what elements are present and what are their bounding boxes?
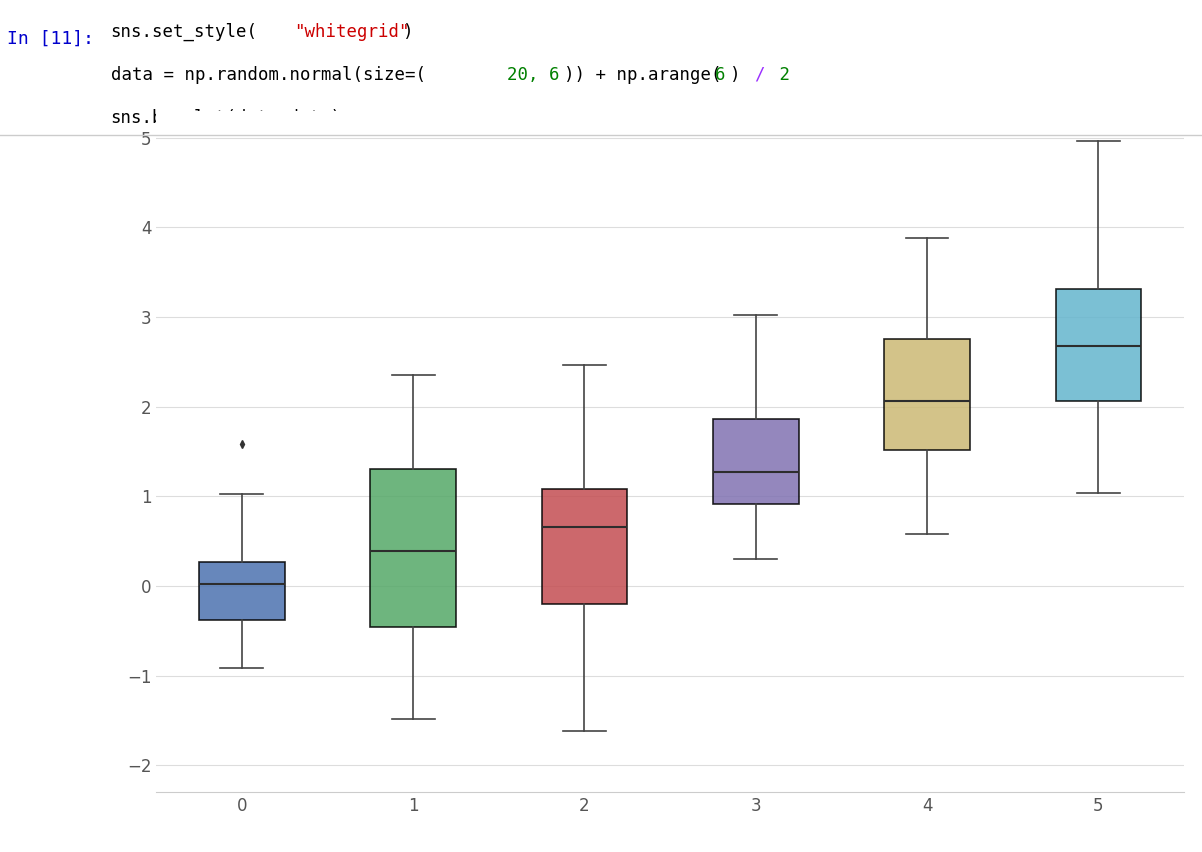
PathPatch shape — [885, 339, 970, 450]
Text: ): ) — [403, 23, 413, 41]
PathPatch shape — [1055, 290, 1141, 400]
PathPatch shape — [370, 469, 456, 627]
Text: ): ) — [730, 66, 750, 84]
Text: sns.boxplot(data=data);: sns.boxplot(data=data); — [111, 109, 352, 127]
PathPatch shape — [713, 419, 798, 504]
Text: data = np.random.normal(size=(: data = np.random.normal(size=( — [111, 66, 426, 84]
Text: "whitegrid": "whitegrid" — [294, 23, 410, 41]
Text: 20, 6: 20, 6 — [507, 66, 560, 84]
Text: /: / — [754, 66, 764, 84]
Text: In [11]:: In [11]: — [7, 30, 94, 48]
PathPatch shape — [542, 489, 627, 603]
Text: 2: 2 — [769, 66, 790, 84]
Text: 6: 6 — [715, 66, 726, 84]
Text: )) + np.arange(: )) + np.arange( — [564, 66, 721, 84]
Text: sns.set_style(: sns.set_style( — [111, 23, 257, 41]
PathPatch shape — [200, 562, 285, 620]
